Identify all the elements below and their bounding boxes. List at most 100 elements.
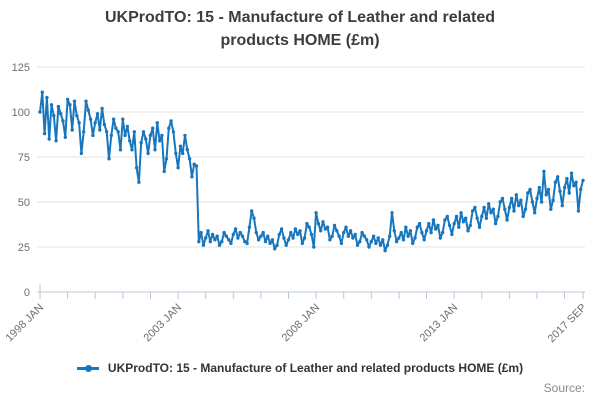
x-axis-tick-label: 2013 JAN xyxy=(418,302,461,345)
data-point xyxy=(206,229,210,233)
data-point xyxy=(365,238,369,242)
data-point xyxy=(77,121,81,125)
data-point xyxy=(102,122,107,127)
data-point xyxy=(56,104,61,109)
data-point xyxy=(466,229,470,233)
legend-item[interactable]: UKProdTO: 15 - Manufacture of Leather an… xyxy=(76,361,524,375)
data-point xyxy=(93,121,97,125)
data-point xyxy=(68,103,72,107)
data-point xyxy=(259,234,263,238)
data-point xyxy=(551,198,555,202)
data-point xyxy=(273,247,277,251)
data-point xyxy=(148,133,153,138)
data-point xyxy=(413,236,417,240)
data-point xyxy=(144,137,148,141)
data-point xyxy=(369,239,373,244)
data-point xyxy=(95,112,100,116)
data-point xyxy=(477,225,482,229)
data-point xyxy=(480,214,484,219)
data-point xyxy=(542,169,546,174)
data-point xyxy=(128,139,132,143)
data-point xyxy=(52,113,56,118)
data-point xyxy=(533,211,537,215)
legend-marker-dot xyxy=(84,364,92,372)
data-point xyxy=(535,196,539,201)
data-point xyxy=(406,234,410,238)
data-point xyxy=(507,205,512,210)
data-point xyxy=(510,196,514,201)
data-point xyxy=(243,239,247,244)
data-point xyxy=(342,230,346,235)
data-point xyxy=(72,99,77,103)
x-axis-tick-label: 2017 SEP xyxy=(546,302,590,346)
data-point xyxy=(385,243,390,247)
data-point xyxy=(560,203,564,208)
data-point xyxy=(88,117,93,121)
data-point xyxy=(298,229,302,233)
data-point xyxy=(247,225,252,229)
data-point xyxy=(167,126,171,130)
data-point xyxy=(316,221,321,226)
data-point xyxy=(201,243,206,247)
data-point xyxy=(417,221,422,226)
data-point xyxy=(91,133,95,138)
data-point xyxy=(569,171,574,175)
data-point xyxy=(61,119,65,123)
data-point xyxy=(82,130,86,134)
data-point xyxy=(447,223,452,228)
data-point xyxy=(236,236,240,240)
data-point xyxy=(565,176,569,181)
data-point xyxy=(523,207,528,211)
data-point xyxy=(160,133,164,138)
data-point xyxy=(487,202,491,206)
data-point xyxy=(576,209,581,213)
data-point xyxy=(500,196,505,201)
data-point xyxy=(464,216,468,220)
data-point xyxy=(289,230,293,235)
data-point xyxy=(59,112,63,116)
data-point xyxy=(489,211,493,215)
data-point xyxy=(556,175,560,179)
data-point xyxy=(224,234,229,238)
data-point xyxy=(169,119,173,123)
x-axis-tick-label: 2008 JAN xyxy=(280,302,323,345)
data-point xyxy=(277,232,281,237)
data-point xyxy=(530,200,535,204)
data-point xyxy=(231,232,235,237)
data-point xyxy=(558,189,562,193)
data-point xyxy=(155,121,159,125)
data-point xyxy=(436,223,440,228)
y-axis-tick-label: 100 xyxy=(12,107,30,119)
data-point xyxy=(473,205,477,210)
legend-line-marker-icon xyxy=(76,364,99,373)
data-point xyxy=(514,193,518,197)
data-point xyxy=(171,130,176,134)
data-point xyxy=(537,185,541,190)
data-point xyxy=(302,236,307,240)
data-point xyxy=(194,164,199,168)
data-point xyxy=(516,203,521,208)
data-point xyxy=(459,211,463,215)
data-point xyxy=(491,207,495,211)
y-axis-tick-label: 75 xyxy=(18,152,30,164)
legend: UKProdTO: 15 - Manufacture of Leather an… xyxy=(0,361,600,375)
data-point xyxy=(121,117,125,121)
data-point xyxy=(286,238,291,242)
data-point xyxy=(431,218,436,222)
data-point xyxy=(157,139,162,143)
data-point xyxy=(118,148,123,152)
data-point xyxy=(321,220,325,224)
data-point xyxy=(546,187,551,192)
data-point xyxy=(325,225,330,229)
data-point xyxy=(438,236,442,240)
data-point xyxy=(254,230,258,235)
data-point xyxy=(105,130,109,134)
data-point xyxy=(79,151,84,156)
data-point xyxy=(348,229,353,233)
legend-label: UKProdTO: 15 - Manufacture of Leather an… xyxy=(107,361,524,375)
data-point xyxy=(330,234,334,238)
data-point xyxy=(217,243,222,247)
data-point xyxy=(213,238,217,242)
data-point xyxy=(461,220,466,224)
data-point xyxy=(452,221,456,226)
